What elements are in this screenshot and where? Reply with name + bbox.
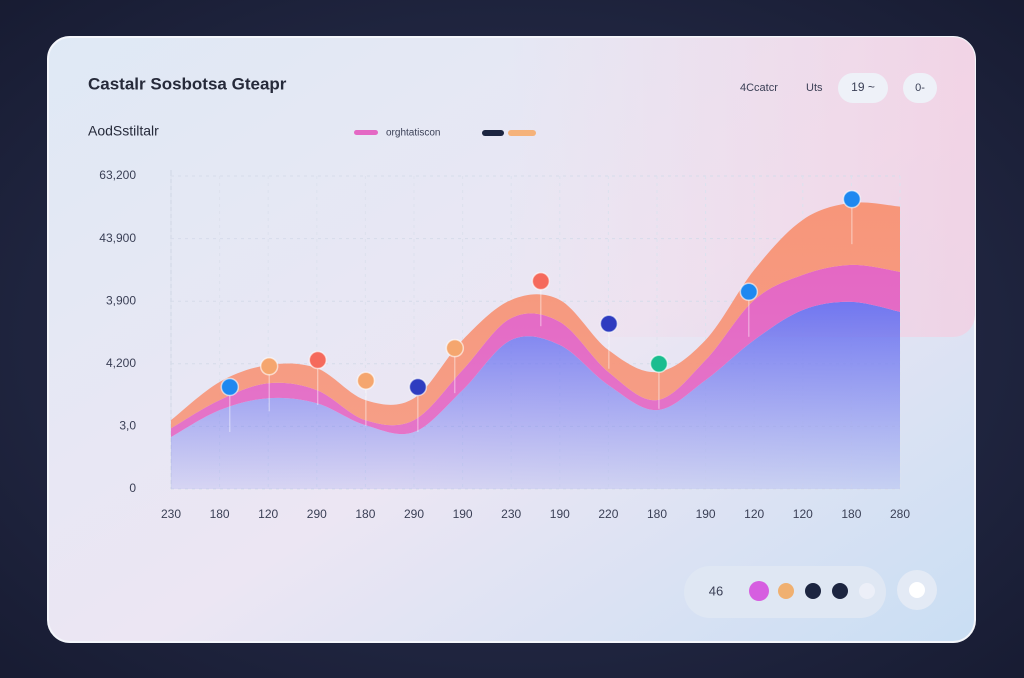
legend-swatch [482, 130, 504, 136]
legend-swatch [354, 130, 378, 135]
top-unit: Uts [806, 82, 823, 94]
marker [308, 350, 328, 370]
y-tick-label: 3,0 [119, 419, 136, 433]
icon-pill-text[interactable]: 0- [915, 82, 925, 94]
legend-label: orghtatiscon [386, 128, 440, 139]
marker [599, 314, 619, 333]
chart-title: Castalr Sosbotsa Gteapr [88, 74, 287, 93]
marker [220, 377, 240, 397]
top-label: 4Ccatcr [740, 82, 778, 94]
y-tick-label: 43,900 [99, 231, 136, 245]
x-tick-label: 220 [598, 507, 618, 521]
footer-button-dot[interactable] [909, 582, 925, 598]
y-tick-label: 4,200 [106, 356, 136, 370]
area-2 [171, 202, 900, 429]
x-tick-label: 190 [550, 507, 570, 521]
x-tick-label: 180 [841, 507, 861, 521]
x-tick-label: 120 [793, 507, 813, 521]
x-tick-label: 230 [161, 507, 181, 521]
y-tick-label: 3,900 [106, 293, 136, 307]
range-pill[interactable] [838, 73, 888, 103]
chart-subtitle: AodSstiltalr [88, 123, 159, 139]
marker [356, 371, 376, 390]
range-pill-text[interactable]: 19 ~ [851, 80, 875, 94]
icon-pill[interactable] [903, 73, 937, 103]
x-tick-label: 290 [307, 507, 327, 521]
x-tick-label: 180 [210, 507, 230, 521]
x-tick-label: 120 [744, 507, 764, 521]
legend-swatch [508, 130, 536, 136]
x-tick-label: 180 [355, 507, 375, 521]
card-tint [48, 37, 975, 337]
footer-dot[interactable] [749, 581, 769, 601]
marker [259, 357, 279, 376]
marker [649, 354, 669, 374]
footer-dot[interactable] [805, 583, 821, 599]
x-tick-label: 290 [404, 507, 424, 521]
marker [408, 377, 428, 397]
footer-dot[interactable] [778, 583, 794, 599]
marker [445, 338, 465, 358]
x-tick-label: 230 [501, 507, 521, 521]
marker [842, 189, 862, 209]
x-tick-label: 180 [647, 507, 667, 521]
y-tick-label: 63,200 [99, 168, 136, 182]
marker [739, 282, 759, 302]
x-tick-label: 190 [453, 507, 473, 521]
area-0 [171, 301, 900, 489]
marker [531, 271, 551, 291]
x-tick-label: 120 [258, 507, 278, 521]
footer-dot[interactable] [832, 583, 848, 599]
footer-dot[interactable] [859, 583, 875, 599]
area-1 [171, 264, 900, 438]
x-tick-label: 280 [890, 507, 910, 521]
x-tick-label: 190 [696, 507, 716, 521]
y-tick-label: 0 [129, 481, 136, 495]
footer-value: 46 [709, 583, 723, 598]
